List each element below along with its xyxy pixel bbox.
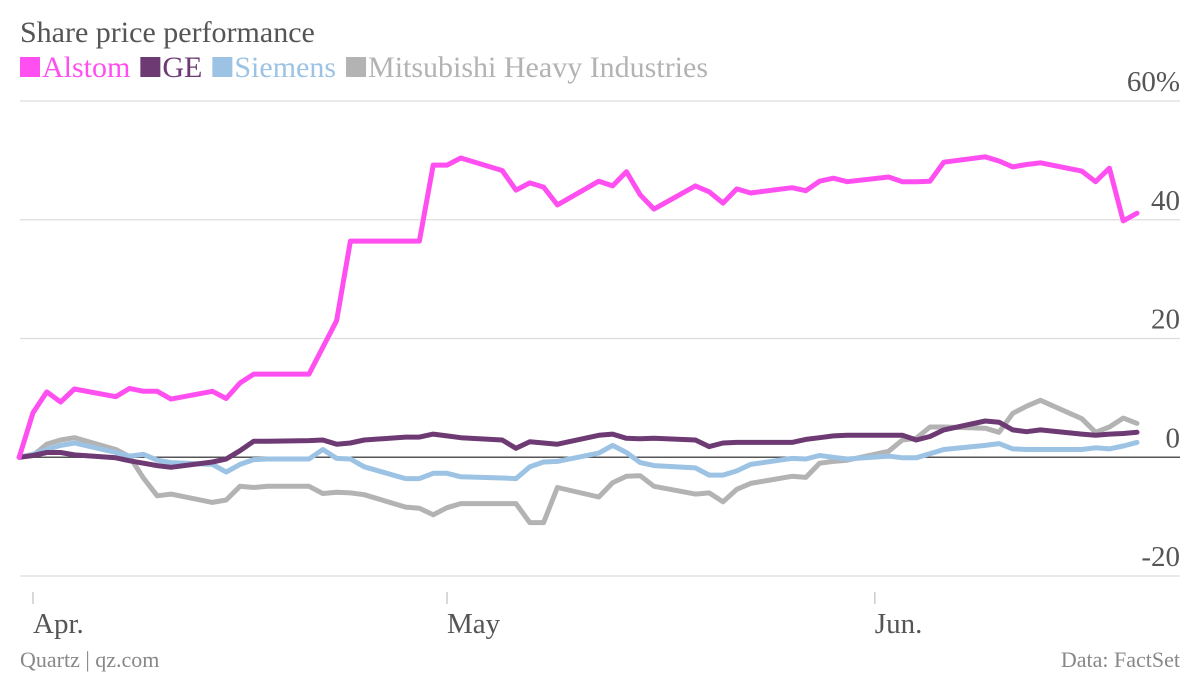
x-tick-label: May bbox=[447, 608, 501, 640]
series-line bbox=[16, 439, 1140, 482]
chart-title: Share price performance bbox=[20, 16, 315, 49]
series-line bbox=[16, 154, 1140, 460]
legend-label: GE bbox=[162, 51, 202, 84]
source-left: Quartz | qz.com bbox=[20, 647, 159, 672]
legend-label: Mitsubishi Heavy Industries bbox=[368, 51, 708, 84]
legend-label: Alstom bbox=[42, 51, 130, 84]
y-tick-label: 40 bbox=[1151, 185, 1180, 217]
x-tick-label: Apr. bbox=[33, 608, 84, 640]
y-tick-label: 20 bbox=[1151, 304, 1180, 336]
y-tick-label: -20 bbox=[1141, 541, 1180, 573]
legend-label: Siemens bbox=[234, 51, 336, 84]
y-tick-label: 60% bbox=[1127, 66, 1180, 98]
source-right: Data: FactSet bbox=[1061, 647, 1180, 672]
series-line bbox=[16, 418, 1140, 470]
x-tick-label: Jun. bbox=[875, 608, 923, 640]
legend-swatch bbox=[346, 57, 367, 77]
legend-swatch bbox=[20, 57, 40, 77]
legend-swatch bbox=[212, 57, 233, 77]
legend-swatch bbox=[140, 57, 161, 77]
y-tick-label: 0 bbox=[1166, 422, 1181, 454]
